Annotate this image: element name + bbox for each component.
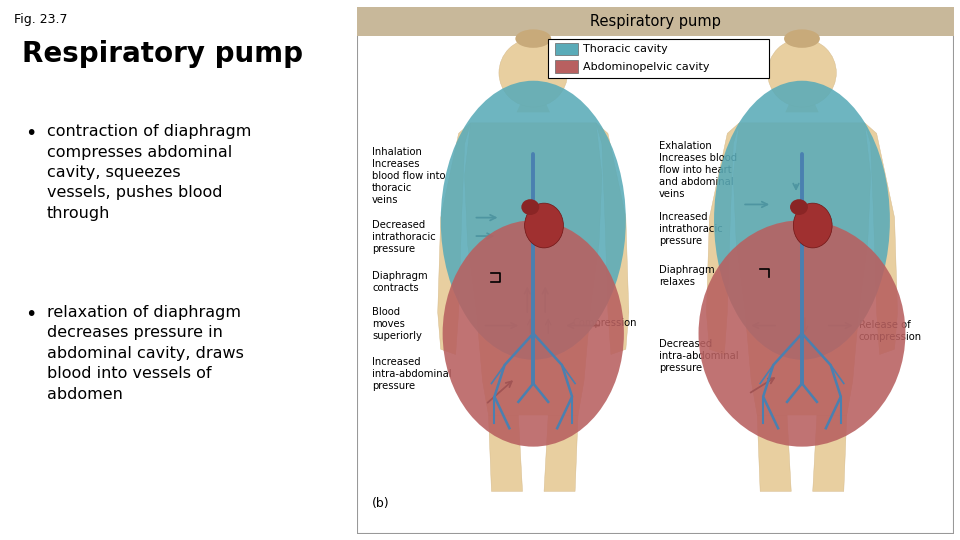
Polygon shape bbox=[596, 123, 629, 354]
Text: relaxation of diaphragm
decreases pressure in
abdominal cavity, draws
blood into: relaxation of diaphragm decreases pressu… bbox=[47, 305, 244, 402]
Ellipse shape bbox=[790, 199, 808, 215]
Polygon shape bbox=[785, 104, 819, 112]
Ellipse shape bbox=[524, 203, 564, 248]
Polygon shape bbox=[865, 123, 898, 354]
Text: Thoracic cavity: Thoracic cavity bbox=[583, 44, 667, 54]
Ellipse shape bbox=[443, 220, 624, 447]
Bar bbox=[548, 39, 769, 78]
Ellipse shape bbox=[499, 38, 567, 107]
Bar bbox=[556, 43, 578, 56]
Text: •: • bbox=[25, 124, 36, 143]
Polygon shape bbox=[757, 415, 791, 491]
Text: (b): (b) bbox=[372, 497, 390, 510]
Ellipse shape bbox=[516, 29, 551, 48]
Text: Respiratory pump: Respiratory pump bbox=[21, 40, 302, 69]
Text: •: • bbox=[25, 305, 36, 324]
Polygon shape bbox=[544, 415, 578, 491]
Polygon shape bbox=[516, 104, 550, 112]
Text: Fig. 23.7: Fig. 23.7 bbox=[14, 14, 68, 26]
Text: Diaphragm
contracts: Diaphragm contracts bbox=[372, 271, 427, 293]
Ellipse shape bbox=[699, 220, 905, 447]
Text: Increased
intra-abdominal
pressure: Increased intra-abdominal pressure bbox=[372, 357, 451, 391]
Text: Blood
moves
superiorly: Blood moves superiorly bbox=[372, 307, 422, 341]
Text: Respiratory pump: Respiratory pump bbox=[590, 14, 721, 29]
Text: Exhalation
Increases blood
flow into heart
and abdominal
veins: Exhalation Increases blood flow into hea… bbox=[659, 141, 736, 199]
Ellipse shape bbox=[793, 203, 832, 248]
Text: Diaphragm
relaxes: Diaphragm relaxes bbox=[659, 265, 714, 287]
Ellipse shape bbox=[441, 80, 626, 360]
Text: contraction of diaphragm
compresses abdominal
cavity, squeezes
vessels, pushes b: contraction of diaphragm compresses abdo… bbox=[47, 124, 252, 221]
Text: Abdominopelvic cavity: Abdominopelvic cavity bbox=[583, 62, 709, 71]
Text: Release of
compression: Release of compression bbox=[858, 320, 922, 342]
Text: Compression: Compression bbox=[572, 318, 636, 328]
Ellipse shape bbox=[784, 29, 820, 48]
Text: Increased
intrathoracic
pressure: Increased intrathoracic pressure bbox=[659, 212, 723, 246]
Ellipse shape bbox=[768, 38, 836, 107]
Polygon shape bbox=[813, 415, 847, 491]
Ellipse shape bbox=[521, 199, 540, 215]
Ellipse shape bbox=[714, 80, 890, 360]
Text: Decreased
intra-abdominal
pressure: Decreased intra-abdominal pressure bbox=[659, 339, 738, 373]
Text: Decreased
intrathoracic
pressure: Decreased intrathoracic pressure bbox=[372, 220, 436, 254]
Polygon shape bbox=[733, 123, 871, 415]
Polygon shape bbox=[438, 123, 470, 354]
Polygon shape bbox=[465, 123, 602, 415]
Polygon shape bbox=[707, 123, 739, 354]
Bar bbox=[556, 60, 578, 73]
Text: Inhalation
Increases
blood flow into
thoracic
veins: Inhalation Increases blood flow into tho… bbox=[372, 146, 445, 205]
Bar bbox=[357, 7, 954, 36]
Polygon shape bbox=[489, 415, 522, 491]
